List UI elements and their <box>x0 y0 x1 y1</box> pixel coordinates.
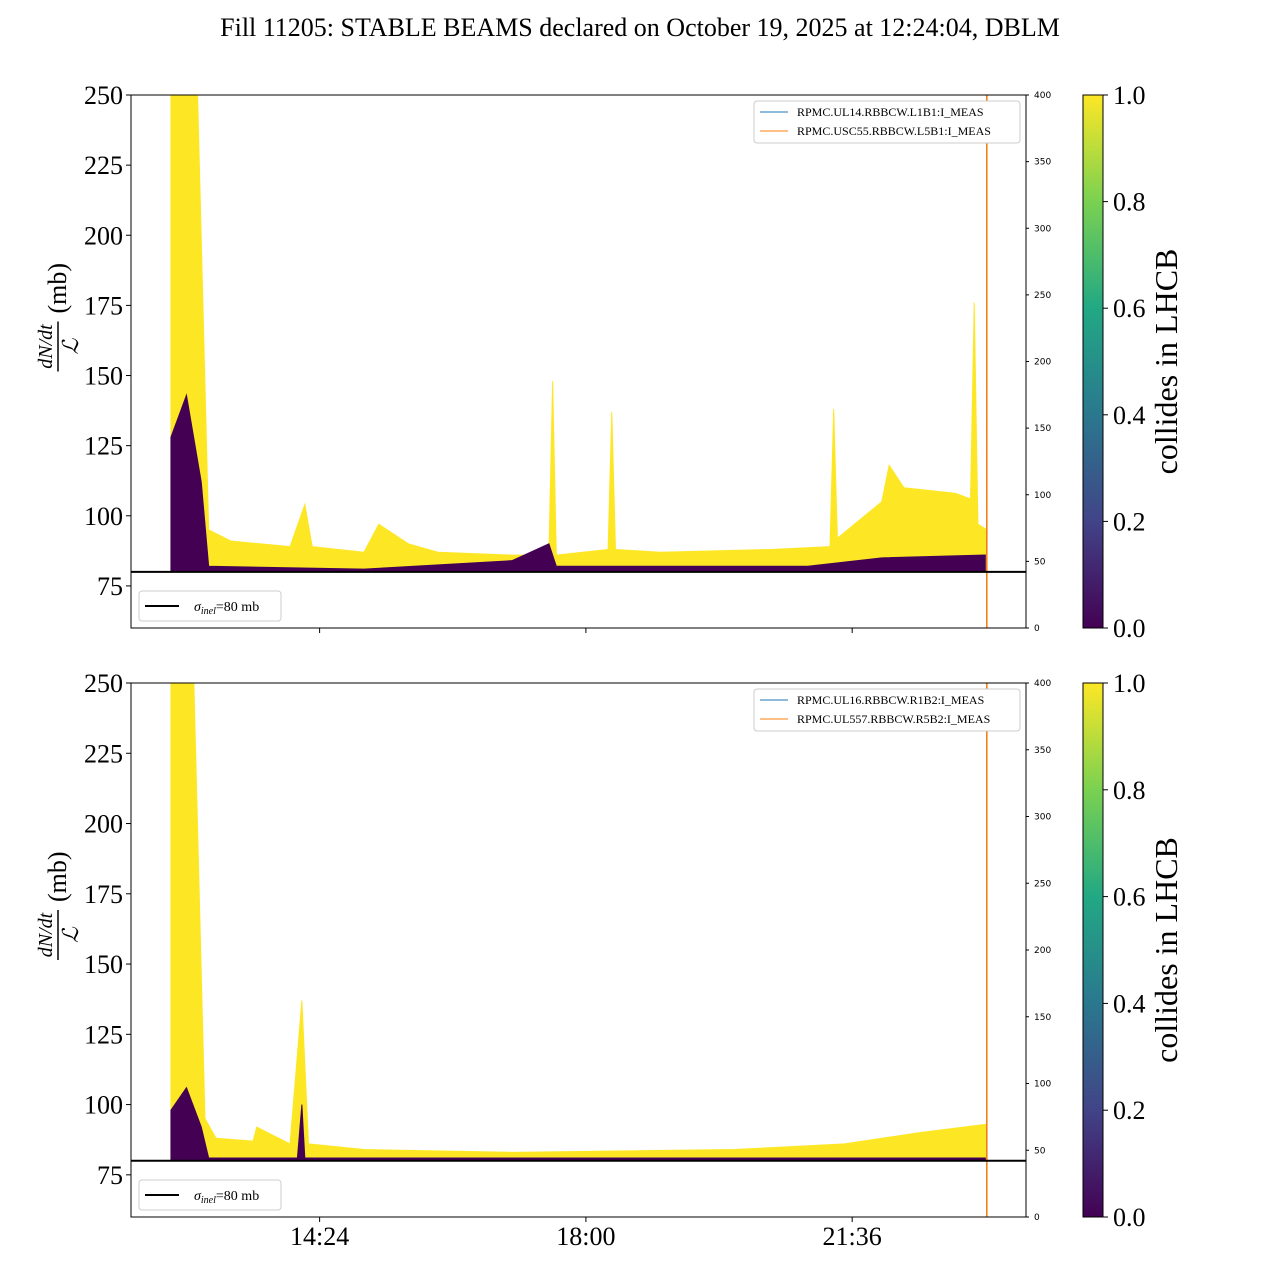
y-label-denominator: ℒ <box>58 337 83 354</box>
legend-box <box>138 1179 282 1211</box>
y-label-numerator: dN/dt <box>35 912 57 957</box>
colorbar-tick-label: 0.6 <box>1113 294 1146 323</box>
y2-tick-label: 0 <box>1034 624 1040 634</box>
y2-tick-label: 150 <box>1034 424 1051 434</box>
y-tick-label: 150 <box>84 362 123 391</box>
legend-label: σinel=80 mb <box>194 600 259 617</box>
colorbar-tick-label: 0.2 <box>1113 1096 1146 1125</box>
colorbar-tick-label: 0.0 <box>1113 614 1146 643</box>
y2-tick-label: 250 <box>1034 291 1051 301</box>
density-area <box>170 95 988 573</box>
y2-tick-label: 300 <box>1034 813 1051 823</box>
y2-tick-label: 250 <box>1034 879 1051 889</box>
y-tick-label: 200 <box>84 221 123 250</box>
colorbar-tick-label: 0.4 <box>1113 989 1146 1018</box>
y2-tick-label: 100 <box>1034 491 1051 501</box>
density-area <box>170 393 986 573</box>
y2-tick-label: 50 <box>1034 557 1046 567</box>
y-tick-label: 100 <box>84 1091 123 1120</box>
legend-box <box>753 688 1021 732</box>
plot-area <box>170 683 988 1217</box>
y-label: dN/dt ℒ (mb) <box>35 263 83 372</box>
y2-tick-label: 350 <box>1034 158 1051 168</box>
colorbar-tick-label: 0.8 <box>1113 188 1146 217</box>
colorbar-tick-label: 0.8 <box>1113 776 1146 805</box>
y2-tick-label: 150 <box>1034 1013 1051 1023</box>
y-tick-label: 200 <box>84 810 123 839</box>
colorbar-label: collides in LHCB <box>1148 249 1184 475</box>
y-tick-label: 150 <box>84 950 123 979</box>
legend-box <box>138 590 282 622</box>
y2-tick-label: 0 <box>1034 1213 1040 1223</box>
plot-area <box>170 95 988 628</box>
y-label-denominator: ℒ <box>58 926 83 943</box>
y2-tick-label: 400 <box>1034 91 1051 101</box>
sigma-sub: inel <box>201 1195 216 1206</box>
colorbar-tick-label: 1.0 <box>1113 669 1146 698</box>
sigma: σ <box>194 600 202 615</box>
y-tick-label: 100 <box>84 502 123 531</box>
y-tick-label: 75 <box>97 572 123 601</box>
y-label-unit: (mb) <box>43 263 72 314</box>
x-tick-label: 18:00 <box>556 1222 615 1251</box>
y-tick-label: 75 <box>97 1161 123 1190</box>
colorbar-tick-label: 0.0 <box>1113 1203 1146 1232</box>
y-tick-label: 175 <box>84 291 123 320</box>
y-label-unit: (mb) <box>43 851 72 902</box>
legend-label: RPMC.UL14.RBBCW.L1B1:I_MEAS <box>797 105 984 119</box>
legend-label: RPMC.USC55.RBBCW.L5B1:I_MEAS <box>797 124 991 138</box>
colorbar-label: collides in LHCB <box>1148 837 1184 1063</box>
legend-label: RPMC.UL16.RBBCW.R1B2:I_MEAS <box>797 693 984 707</box>
colorbar-tick-label: 0.6 <box>1113 883 1146 912</box>
y2-tick-label: 400 <box>1034 679 1051 689</box>
y-tick-label: 225 <box>84 151 123 180</box>
colorbar-tick-label: 0.2 <box>1113 507 1146 536</box>
y2-tick-label: 200 <box>1034 946 1051 956</box>
y-tick-label: 250 <box>84 669 123 698</box>
sigma-sub: inel <box>201 606 216 617</box>
y2-tick-label: 50 <box>1034 1146 1046 1156</box>
colorbar <box>1082 682 1104 1218</box>
y-label: dN/dt ℒ (mb) <box>35 851 83 960</box>
x-tick-label: 21:36 <box>823 1222 882 1251</box>
y2-tick-label: 100 <box>1034 1080 1051 1090</box>
density-area <box>170 1086 986 1162</box>
y2-tick-label: 300 <box>1034 224 1051 234</box>
legend-label: σinel=80 mb <box>194 1189 259 1206</box>
colorbar <box>1082 94 1104 629</box>
sigma-value: =80 mb <box>216 600 259 615</box>
legend-box <box>753 100 1021 144</box>
y-tick-label: 175 <box>84 880 123 909</box>
x-tick-label: 14:24 <box>290 1222 349 1251</box>
density-area <box>170 683 988 1162</box>
y2-tick-label: 200 <box>1034 358 1051 368</box>
y-tick-label: 250 <box>84 81 123 110</box>
figure-title: Fill 11205: STABLE BEAMS declared on Oct… <box>220 13 1060 42</box>
y-label-numerator: dN/dt <box>35 324 57 369</box>
y-tick-label: 125 <box>84 1020 123 1049</box>
y-tick-label: 225 <box>84 739 123 768</box>
sigma: σ <box>194 1189 202 1204</box>
colorbar-tick-label: 1.0 <box>1113 81 1146 110</box>
colorbar-tick-label: 0.4 <box>1113 401 1146 430</box>
legend-label: RPMC.UL557.RBBCW.R5B2:I_MEAS <box>797 712 990 726</box>
sigma-value: =80 mb <box>216 1189 259 1204</box>
y-tick-label: 125 <box>84 432 123 461</box>
y2-tick-label: 350 <box>1034 746 1051 756</box>
